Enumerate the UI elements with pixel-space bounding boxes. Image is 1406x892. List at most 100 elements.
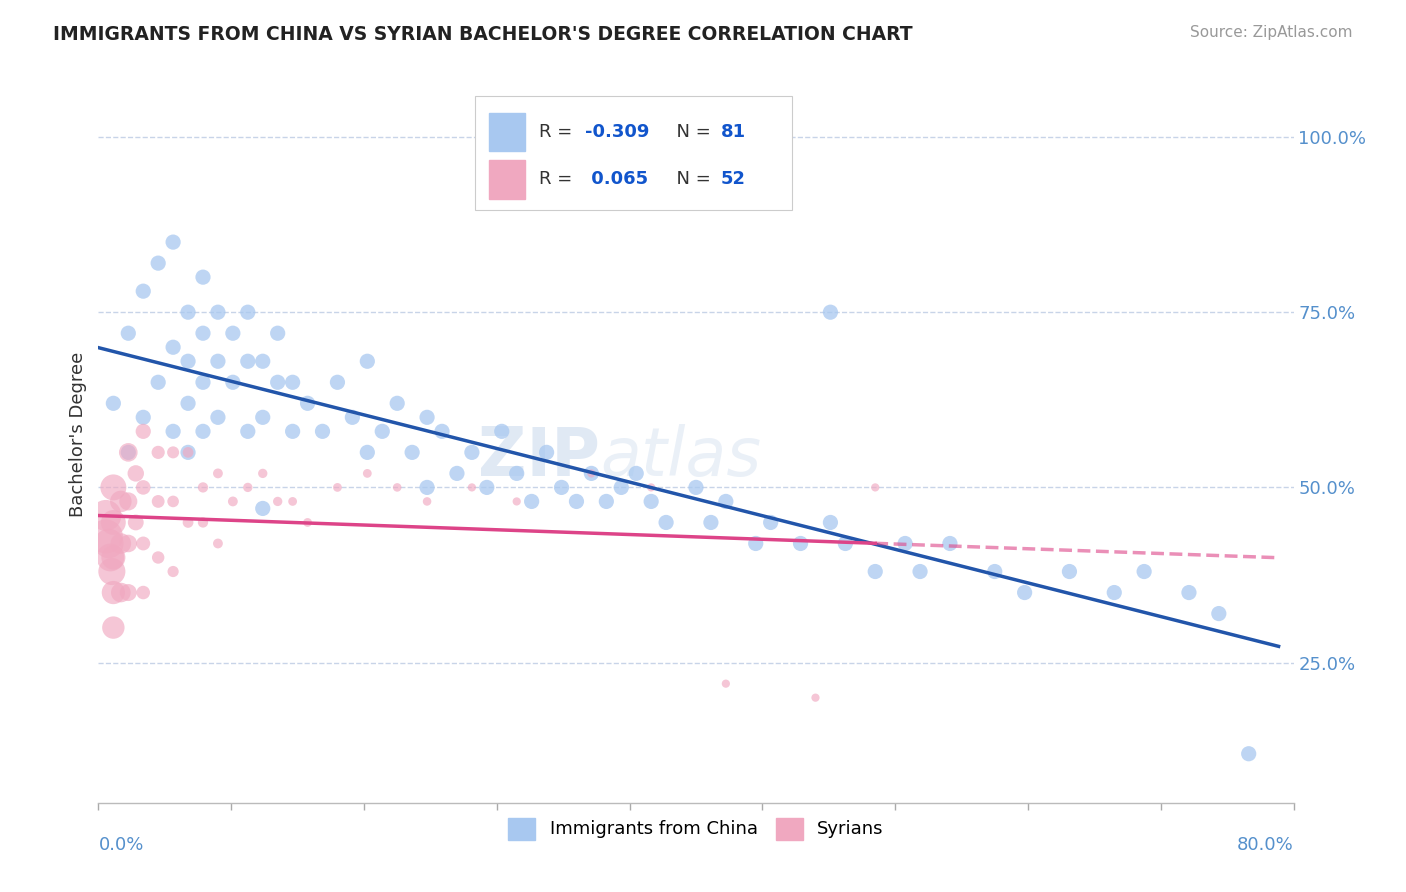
Point <box>714 494 737 508</box>
Point <box>446 467 468 481</box>
Text: atlas: atlas <box>600 424 762 490</box>
Point <box>565 494 588 508</box>
Point <box>222 326 245 341</box>
Point <box>416 480 439 494</box>
Point <box>1014 585 1036 599</box>
Point <box>236 354 259 368</box>
Point <box>191 480 214 494</box>
Point <box>655 516 678 530</box>
Point <box>177 396 200 410</box>
Point <box>103 550 125 565</box>
Point <box>281 494 304 508</box>
Point <box>356 467 378 481</box>
Point <box>894 536 917 550</box>
Point <box>356 354 378 368</box>
Point <box>1133 565 1156 579</box>
Text: N =: N = <box>665 170 717 188</box>
Text: -0.309: -0.309 <box>585 123 650 141</box>
Text: R =: R = <box>540 170 578 188</box>
Point <box>820 305 842 319</box>
Text: ZIP: ZIP <box>478 424 600 490</box>
Point <box>984 565 1007 579</box>
Point <box>939 536 962 550</box>
Point <box>297 396 319 410</box>
Point <box>267 326 290 341</box>
Point <box>177 354 200 368</box>
Point <box>685 480 707 494</box>
Point <box>759 516 782 530</box>
Point <box>356 445 378 459</box>
Text: 52: 52 <box>721 170 747 188</box>
Point <box>132 425 155 439</box>
Point <box>236 425 259 439</box>
Text: 80.0%: 80.0% <box>1237 836 1294 854</box>
Point <box>148 376 170 390</box>
Point <box>461 445 484 459</box>
Point <box>101 565 124 579</box>
Point <box>148 256 170 270</box>
Point <box>1059 565 1081 579</box>
Point <box>117 445 139 459</box>
Point <box>461 480 484 494</box>
Point <box>311 425 333 439</box>
Point <box>865 565 887 579</box>
Point <box>342 410 364 425</box>
Text: IMMIGRANTS FROM CHINA VS SYRIAN BACHELOR'S DEGREE CORRELATION CHART: IMMIGRANTS FROM CHINA VS SYRIAN BACHELOR… <box>53 25 912 44</box>
Point <box>520 494 543 508</box>
Point <box>191 425 214 439</box>
Text: Source: ZipAtlas.com: Source: ZipAtlas.com <box>1189 25 1353 40</box>
Point <box>804 690 827 705</box>
Point <box>506 467 529 481</box>
Point <box>117 494 139 508</box>
Point <box>191 516 214 530</box>
Point <box>536 445 558 459</box>
Point <box>207 410 229 425</box>
Point <box>714 676 737 690</box>
Point <box>640 480 662 494</box>
Point <box>236 480 259 494</box>
Point <box>125 516 148 530</box>
Point <box>117 536 139 550</box>
Point <box>103 621 125 635</box>
Point <box>820 516 842 530</box>
Point <box>177 305 200 319</box>
Text: 0.0%: 0.0% <box>98 836 143 854</box>
Point <box>103 516 125 530</box>
Point <box>132 480 155 494</box>
Point <box>222 376 245 390</box>
Point <box>132 410 155 425</box>
Point <box>148 494 170 508</box>
Point <box>110 585 132 599</box>
Point <box>908 565 931 579</box>
Point <box>610 480 633 494</box>
Point <box>252 501 274 516</box>
Point <box>789 536 811 550</box>
Text: N =: N = <box>665 123 717 141</box>
Point <box>94 529 117 543</box>
Point <box>416 494 439 508</box>
Legend: Immigrants from China, Syrians: Immigrants from China, Syrians <box>501 810 891 847</box>
Point <box>581 467 603 481</box>
Point <box>626 467 648 481</box>
Point <box>865 480 887 494</box>
Point <box>834 536 856 550</box>
Point <box>117 445 139 459</box>
Point <box>745 536 768 550</box>
Point <box>162 340 184 354</box>
Point <box>297 516 319 530</box>
Point <box>148 550 170 565</box>
Point <box>148 445 170 459</box>
Point <box>177 445 200 459</box>
Point <box>1237 747 1260 761</box>
Text: 0.065: 0.065 <box>585 170 648 188</box>
Point <box>117 585 139 599</box>
Point <box>222 494 245 508</box>
Point <box>1104 585 1126 599</box>
Point <box>550 480 572 494</box>
Point <box>94 508 117 523</box>
Bar <box>489 112 524 151</box>
Point <box>132 536 155 550</box>
Point <box>110 536 132 550</box>
Point <box>326 376 349 390</box>
Point <box>385 396 409 410</box>
